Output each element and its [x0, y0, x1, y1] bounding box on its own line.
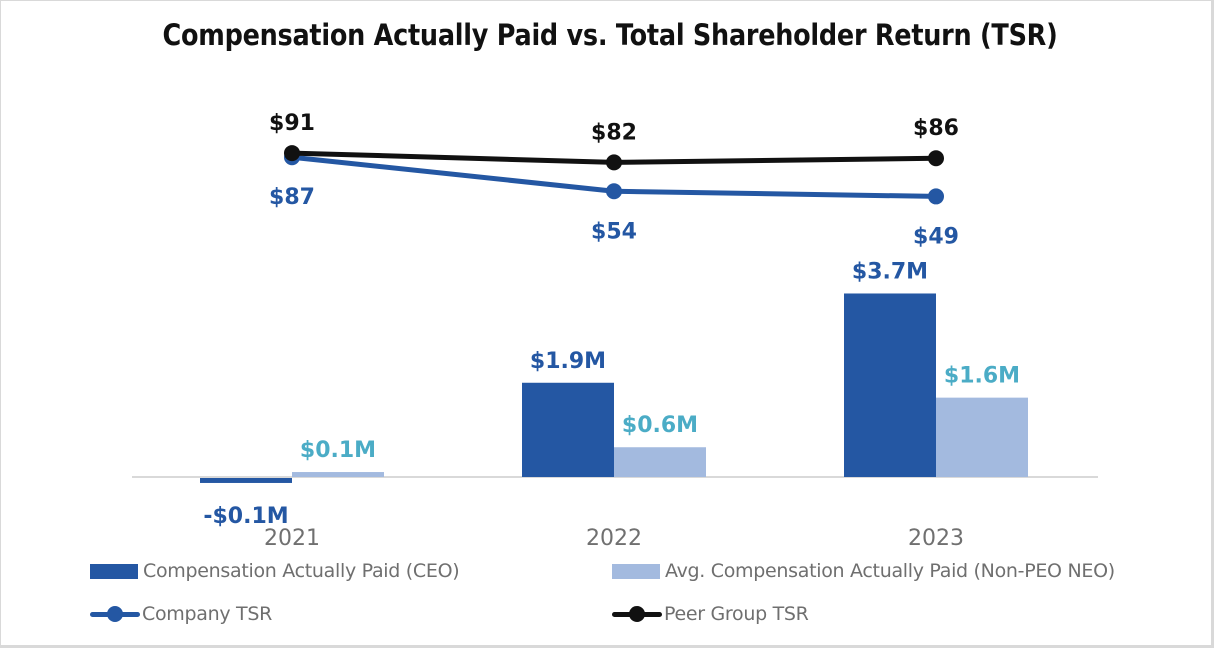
- legend-label-peer-tsr: Peer Group TSR: [664, 603, 809, 625]
- data-label-ceo-2023: $3.7M: [852, 259, 928, 284]
- legend-swatch-neo-cap: [612, 563, 660, 579]
- legend-item-ceo-cap: Compensation Actually Paid (CEO): [90, 560, 460, 582]
- marker-company-tsr-2023: [928, 188, 944, 205]
- legend-item-peer-tsr: Peer Group TSR: [612, 603, 809, 625]
- data-label-company-tsr-2023: $49: [913, 224, 959, 249]
- data-label-company-tsr-2022: $54: [591, 219, 637, 244]
- data-label-peer-tsr-2022: $82: [591, 120, 637, 145]
- bar-neo-2022: [614, 447, 706, 477]
- bar-neo-2023: [936, 397, 1028, 477]
- x-tick-label-2023: 2023: [908, 526, 964, 551]
- legend-item-neo-cap: Avg. Compensation Actually Paid (Non-PEO…: [612, 560, 1115, 582]
- bar-ceo-2023: [844, 293, 936, 477]
- marker-peer-tsr-2023: [928, 150, 944, 167]
- data-label-ceo-2021: -$0.1M: [203, 504, 288, 529]
- bar-ceo-2021: [200, 478, 292, 483]
- data-label-neo-2021: $0.1M: [300, 438, 376, 463]
- bar-neo-2021: [292, 472, 384, 477]
- data-label-peer-tsr-2021: $91: [269, 111, 315, 136]
- data-label-peer-tsr-2023: $86: [913, 116, 959, 141]
- marker-company-tsr-2022: [606, 183, 622, 200]
- legend-swatch-peer-tsr: [612, 606, 662, 622]
- legend-swatch-ceo-cap: [90, 563, 138, 579]
- data-label-ceo-2022: $1.9M: [530, 349, 606, 374]
- x-tick-label-2021: 2021: [264, 526, 320, 551]
- legend-label-ceo-cap: Compensation Actually Paid (CEO): [143, 560, 460, 582]
- legend-item-company-tsr: Company TSR: [90, 603, 272, 625]
- legend-label-neo-cap: Avg. Compensation Actually Paid (Non-PEO…: [665, 560, 1115, 582]
- legend-swatch-company-tsr: [90, 606, 140, 622]
- chart-title: Compensation Actually Paid vs. Total Sha…: [162, 18, 1058, 52]
- data-label-company-tsr-2021: $87: [269, 185, 315, 210]
- marker-peer-tsr-2021: [284, 145, 300, 162]
- marker-peer-tsr-2022: [606, 154, 622, 171]
- data-label-neo-2022: $0.6M: [622, 413, 698, 438]
- data-label-neo-2023: $1.6M: [944, 364, 1020, 389]
- x-tick-label-2022: 2022: [586, 526, 642, 551]
- bar-ceo-2022: [522, 382, 614, 477]
- legend-label-company-tsr: Company TSR: [142, 603, 272, 625]
